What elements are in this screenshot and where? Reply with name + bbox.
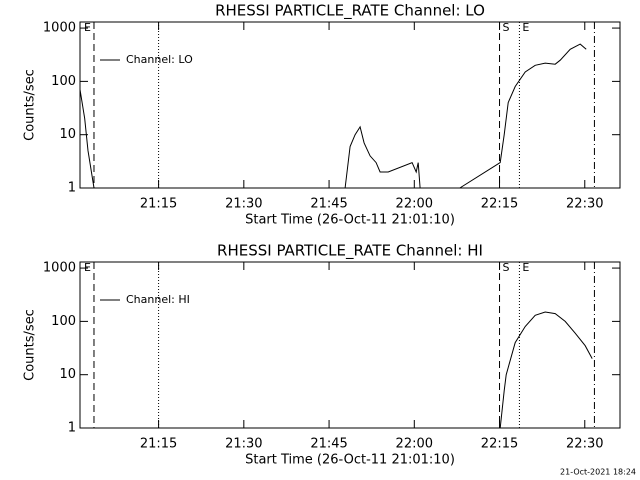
x-tick-label: 21:30 xyxy=(225,437,262,452)
y-tick-label: 10 xyxy=(59,127,76,142)
event-label: S xyxy=(503,261,510,274)
y-tick-label: 100 xyxy=(51,74,76,89)
y-axis-label: Counts/sec xyxy=(23,309,38,381)
x-tick-label: 21:45 xyxy=(310,437,347,452)
data-line xyxy=(79,43,587,189)
x-tick-label: 21:45 xyxy=(310,197,347,212)
x-axis-label: Start Time (26-Oct-11 21:01:10) xyxy=(245,213,455,228)
footer: 21-Oct-2021 18:24 xyxy=(560,468,636,477)
chart-title: RHESSI PARTICLE_RATE Channel: HI xyxy=(217,242,483,261)
y-tick-label: 1000 xyxy=(43,261,76,276)
x-tick-label: 22:00 xyxy=(396,197,433,212)
x-tick-label: 22:30 xyxy=(566,437,603,452)
event-label: E xyxy=(84,21,91,34)
y-tick-label: 1000 xyxy=(43,21,76,36)
y-tick-label: 100 xyxy=(51,314,76,329)
x-tick-label: 22:15 xyxy=(481,437,518,452)
x-tick-label: 22:30 xyxy=(566,197,603,212)
data-line xyxy=(499,311,593,429)
y-tick-label: 10 xyxy=(59,367,76,382)
x-tick-label: 21:15 xyxy=(140,437,177,452)
event-label: S xyxy=(503,21,510,34)
plot-frame xyxy=(79,261,621,429)
y-tick-label: 1 xyxy=(68,421,76,436)
legend-label: Channel: LO xyxy=(126,53,193,66)
y-axis-label: Counts/sec xyxy=(23,69,38,141)
y-tick-label: 1 xyxy=(68,181,76,196)
x-axis-label: Start Time (26-Oct-11 21:01:10) xyxy=(245,453,455,468)
x-tick-label: 21:15 xyxy=(140,197,177,212)
x-tick-label: 21:30 xyxy=(225,197,262,212)
plot-frame xyxy=(79,21,621,189)
x-tick-label: 22:00 xyxy=(396,437,433,452)
event-label: E xyxy=(522,261,529,274)
legend-label: Channel: HI xyxy=(126,293,190,306)
chart-title: RHESSI PARTICLE_RATE Channel: LO xyxy=(215,2,485,21)
x-tick-label: 22:15 xyxy=(481,197,518,212)
event-label: E xyxy=(84,261,91,274)
event-label: E xyxy=(522,21,529,34)
